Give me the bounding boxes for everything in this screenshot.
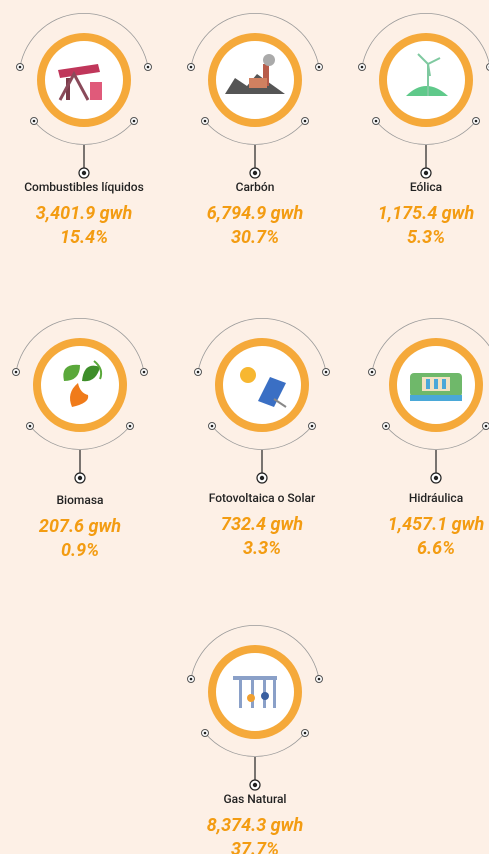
share-value: 3.3% [243, 538, 281, 559]
dot-core [485, 425, 488, 428]
share-value: 5.3% [407, 227, 445, 248]
dot-core [361, 66, 364, 69]
energy-value: 3,401.9 gwh [36, 203, 133, 224]
share-value: 30.7% [231, 227, 279, 248]
ring [383, 37, 469, 123]
icon [434, 379, 438, 389]
icon [410, 395, 462, 401]
icon [263, 54, 275, 66]
source-name: Fotovoltaica o Solar [209, 491, 316, 505]
source-name: Combustibles líquidos [24, 180, 144, 194]
source-name: Carbón [236, 180, 275, 194]
dot-core [318, 678, 321, 681]
source-name: Gas Natural [223, 792, 286, 806]
ring [41, 37, 127, 123]
dot-core [375, 120, 378, 123]
energy-value: 732.4 gwh [221, 514, 303, 535]
dot-core [129, 425, 132, 428]
dot-core [211, 425, 214, 428]
dot-core [133, 120, 136, 123]
dot-core [29, 425, 32, 428]
icon [90, 82, 102, 100]
source-name: Eólica [410, 180, 442, 194]
dot-core [371, 371, 374, 374]
source-name: Hidráulica [409, 491, 463, 505]
share-value: 6.6% [417, 538, 455, 559]
dot-core [475, 120, 478, 123]
dot-core [318, 66, 321, 69]
icon [442, 379, 446, 389]
icon [410, 373, 462, 401]
dot-core [147, 66, 150, 69]
icon [240, 367, 256, 383]
dot-core [197, 371, 200, 374]
energy-value: 8,374.3 gwh [207, 815, 304, 836]
dot-core [204, 732, 207, 735]
icon [233, 676, 277, 680]
icon [426, 379, 430, 389]
icon [239, 680, 242, 708]
icon [249, 78, 267, 88]
dot-core [304, 120, 307, 123]
infographic: Combustibles líquidos 3,401.9 gwh 15.4% Car… [0, 0, 489, 854]
dot-core [424, 171, 428, 175]
dot-core [311, 425, 314, 428]
energy-value: 1,457.1 gwh [388, 514, 485, 535]
dot-core [33, 120, 36, 123]
dot-core [78, 476, 82, 480]
icon [247, 694, 255, 702]
dot-core [253, 171, 257, 175]
share-value: 15.4% [60, 227, 108, 248]
dot-core [143, 371, 146, 374]
dot-core [82, 171, 86, 175]
ring [37, 342, 123, 428]
ring [212, 649, 298, 735]
dot-core [434, 476, 438, 480]
icon [261, 692, 269, 700]
dot-core [304, 732, 307, 735]
dot-core [253, 783, 257, 787]
energy-value: 207.6 gwh [39, 516, 121, 537]
energy-value: 1,175.4 gwh [378, 203, 475, 224]
share-value: 0.9% [61, 540, 99, 561]
dot-core [190, 66, 193, 69]
ring [219, 342, 305, 428]
share-value: 37.7% [231, 839, 279, 854]
icon [251, 680, 254, 708]
dot-core [385, 425, 388, 428]
dot-core [325, 371, 328, 374]
dot-core [260, 476, 264, 480]
dot-core [190, 678, 193, 681]
energy-value: 6,794.9 gwh [207, 203, 304, 224]
source-name: Biomasa [56, 493, 103, 507]
dot-core [15, 371, 18, 374]
icon [273, 680, 276, 708]
dot-core [19, 66, 22, 69]
dot-core [204, 120, 207, 123]
